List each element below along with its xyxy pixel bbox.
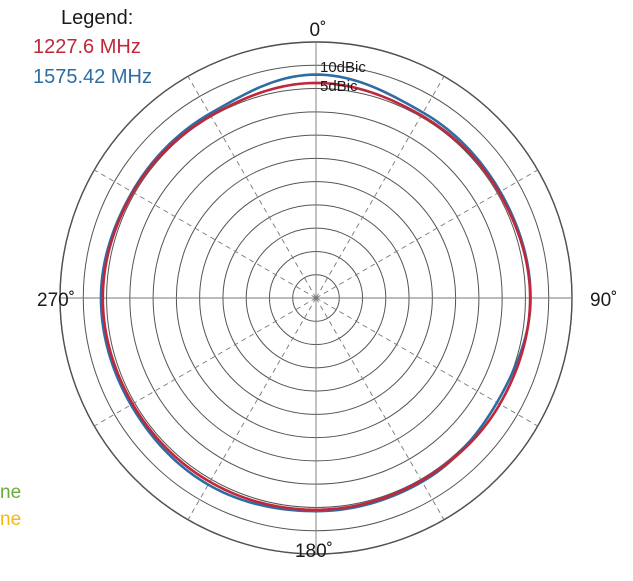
angle-label-90: 90˚ [590,290,617,311]
grid-spoke [94,169,317,299]
series-trace-1227-6-mhz [101,81,532,512]
angle-label-0: 0˚ [310,20,327,41]
grid-spoke [187,76,317,299]
legend-entry-1227-6-mhz: 1227.6 MHz [33,36,141,58]
grid-spoke [315,297,538,427]
grid-spoke [187,297,317,520]
grid-spoke [315,169,538,299]
cut-off-label-yellow: ne [0,509,21,530]
grid-spoke [315,297,445,520]
series-layer [99,73,532,513]
angle-label-270: 270˚ [37,290,75,311]
legend-entry-1575-42-mhz: 1575.42 MHz [33,66,152,88]
ring-label-5dbic: 5dBic [320,78,358,95]
grid-spoke [94,297,317,427]
legend-title: Legend: [61,7,133,29]
angle-label-180: 180˚ [295,541,333,562]
grid-spoke [315,76,445,299]
cut-off-label-green: ne [0,482,21,503]
grid-spokes [60,42,572,554]
ring-label-10dbic: 10dBic [320,59,366,76]
